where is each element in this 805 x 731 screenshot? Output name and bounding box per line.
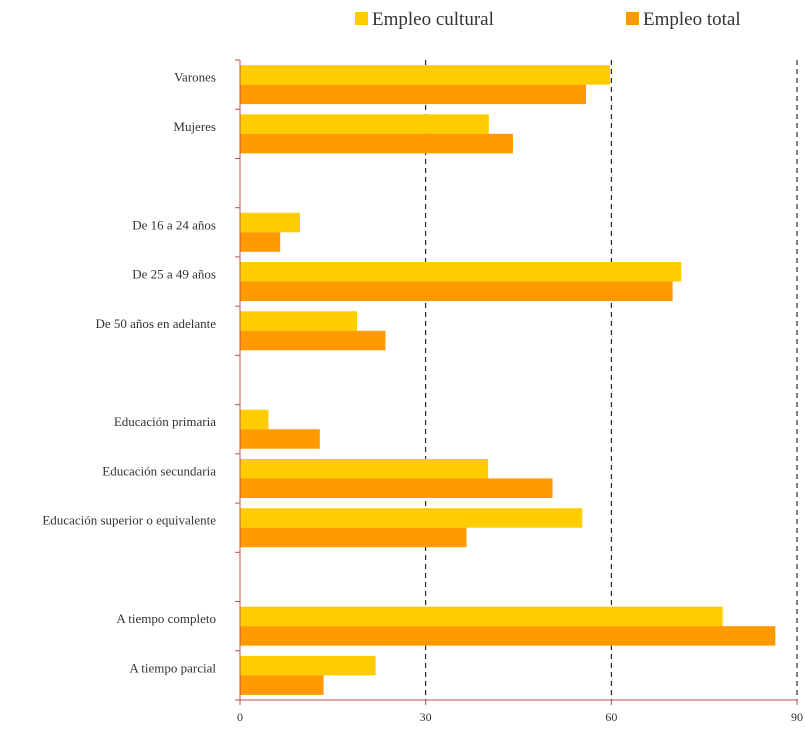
bar-empleo-cultural-0: [240, 65, 611, 85]
bar-empleo-total-1: [240, 133, 513, 154]
legend-swatch-empleo-total: [626, 12, 639, 25]
bar-empleo-total-9: [240, 527, 467, 548]
x-tick-label: 0: [237, 710, 243, 724]
category-label: De 50 años en adelante: [95, 316, 216, 331]
bar-empleo-cultural-11: [240, 606, 723, 627]
bar-empleo-total-5: [240, 330, 386, 351]
bar-empleo-total-0: [240, 84, 586, 105]
bar-empleo-cultural-1: [240, 114, 489, 134]
category-labels: Varones Mujeres De 16 a 24 años De 25 a 49 …: [42, 70, 216, 676]
category-label: De 25 a 49 años: [132, 267, 216, 282]
tick-labels: 0 30 60 90: [237, 710, 803, 724]
legend: Empleo cultural Empleo total: [355, 9, 741, 30]
bar-empleo-cultural-8: [240, 458, 489, 479]
category-label: Educación primaria: [114, 414, 216, 429]
category-label: Varones: [174, 70, 216, 85]
category-label: Educación superior o equivalente: [42, 513, 216, 528]
category-label: De 16 a 24 años: [132, 217, 216, 232]
category-label: A tiempo parcial: [129, 660, 216, 675]
bar-empleo-total-7: [240, 429, 320, 449]
bars: [240, 65, 776, 695]
category-label: Mujeres: [173, 119, 216, 134]
bar-empleo-cultural-9: [240, 508, 583, 528]
bar-empleo-total-3: [240, 232, 281, 252]
bar-empleo-cultural-4: [240, 262, 682, 282]
x-tick-label: 60: [605, 710, 617, 724]
bar-empleo-cultural-3: [240, 212, 301, 233]
legend-label-empleo-total: Empleo total: [643, 9, 741, 30]
bar-empleo-cultural-5: [240, 311, 357, 331]
bar-empleo-total-11: [240, 626, 776, 646]
legend-label-empleo-cultural: Empleo cultural: [372, 9, 494, 30]
bar-empleo-cultural-12: [240, 655, 376, 676]
x-tick-label: 90: [791, 710, 803, 724]
bar-empleo-total-8: [240, 478, 553, 498]
grid-lines: [425, 60, 798, 700]
axes: [235, 59, 798, 705]
x-tick-label: 30: [420, 710, 432, 724]
category-label: Educación secundaria: [102, 463, 216, 478]
bar-empleo-total-4: [240, 281, 673, 302]
bar-empleo-total-12: [240, 675, 324, 695]
bar-empleo-cultural-7: [240, 409, 269, 430]
category-label: A tiempo completo: [116, 611, 216, 626]
legend-swatch-empleo-cultural: [355, 12, 368, 25]
